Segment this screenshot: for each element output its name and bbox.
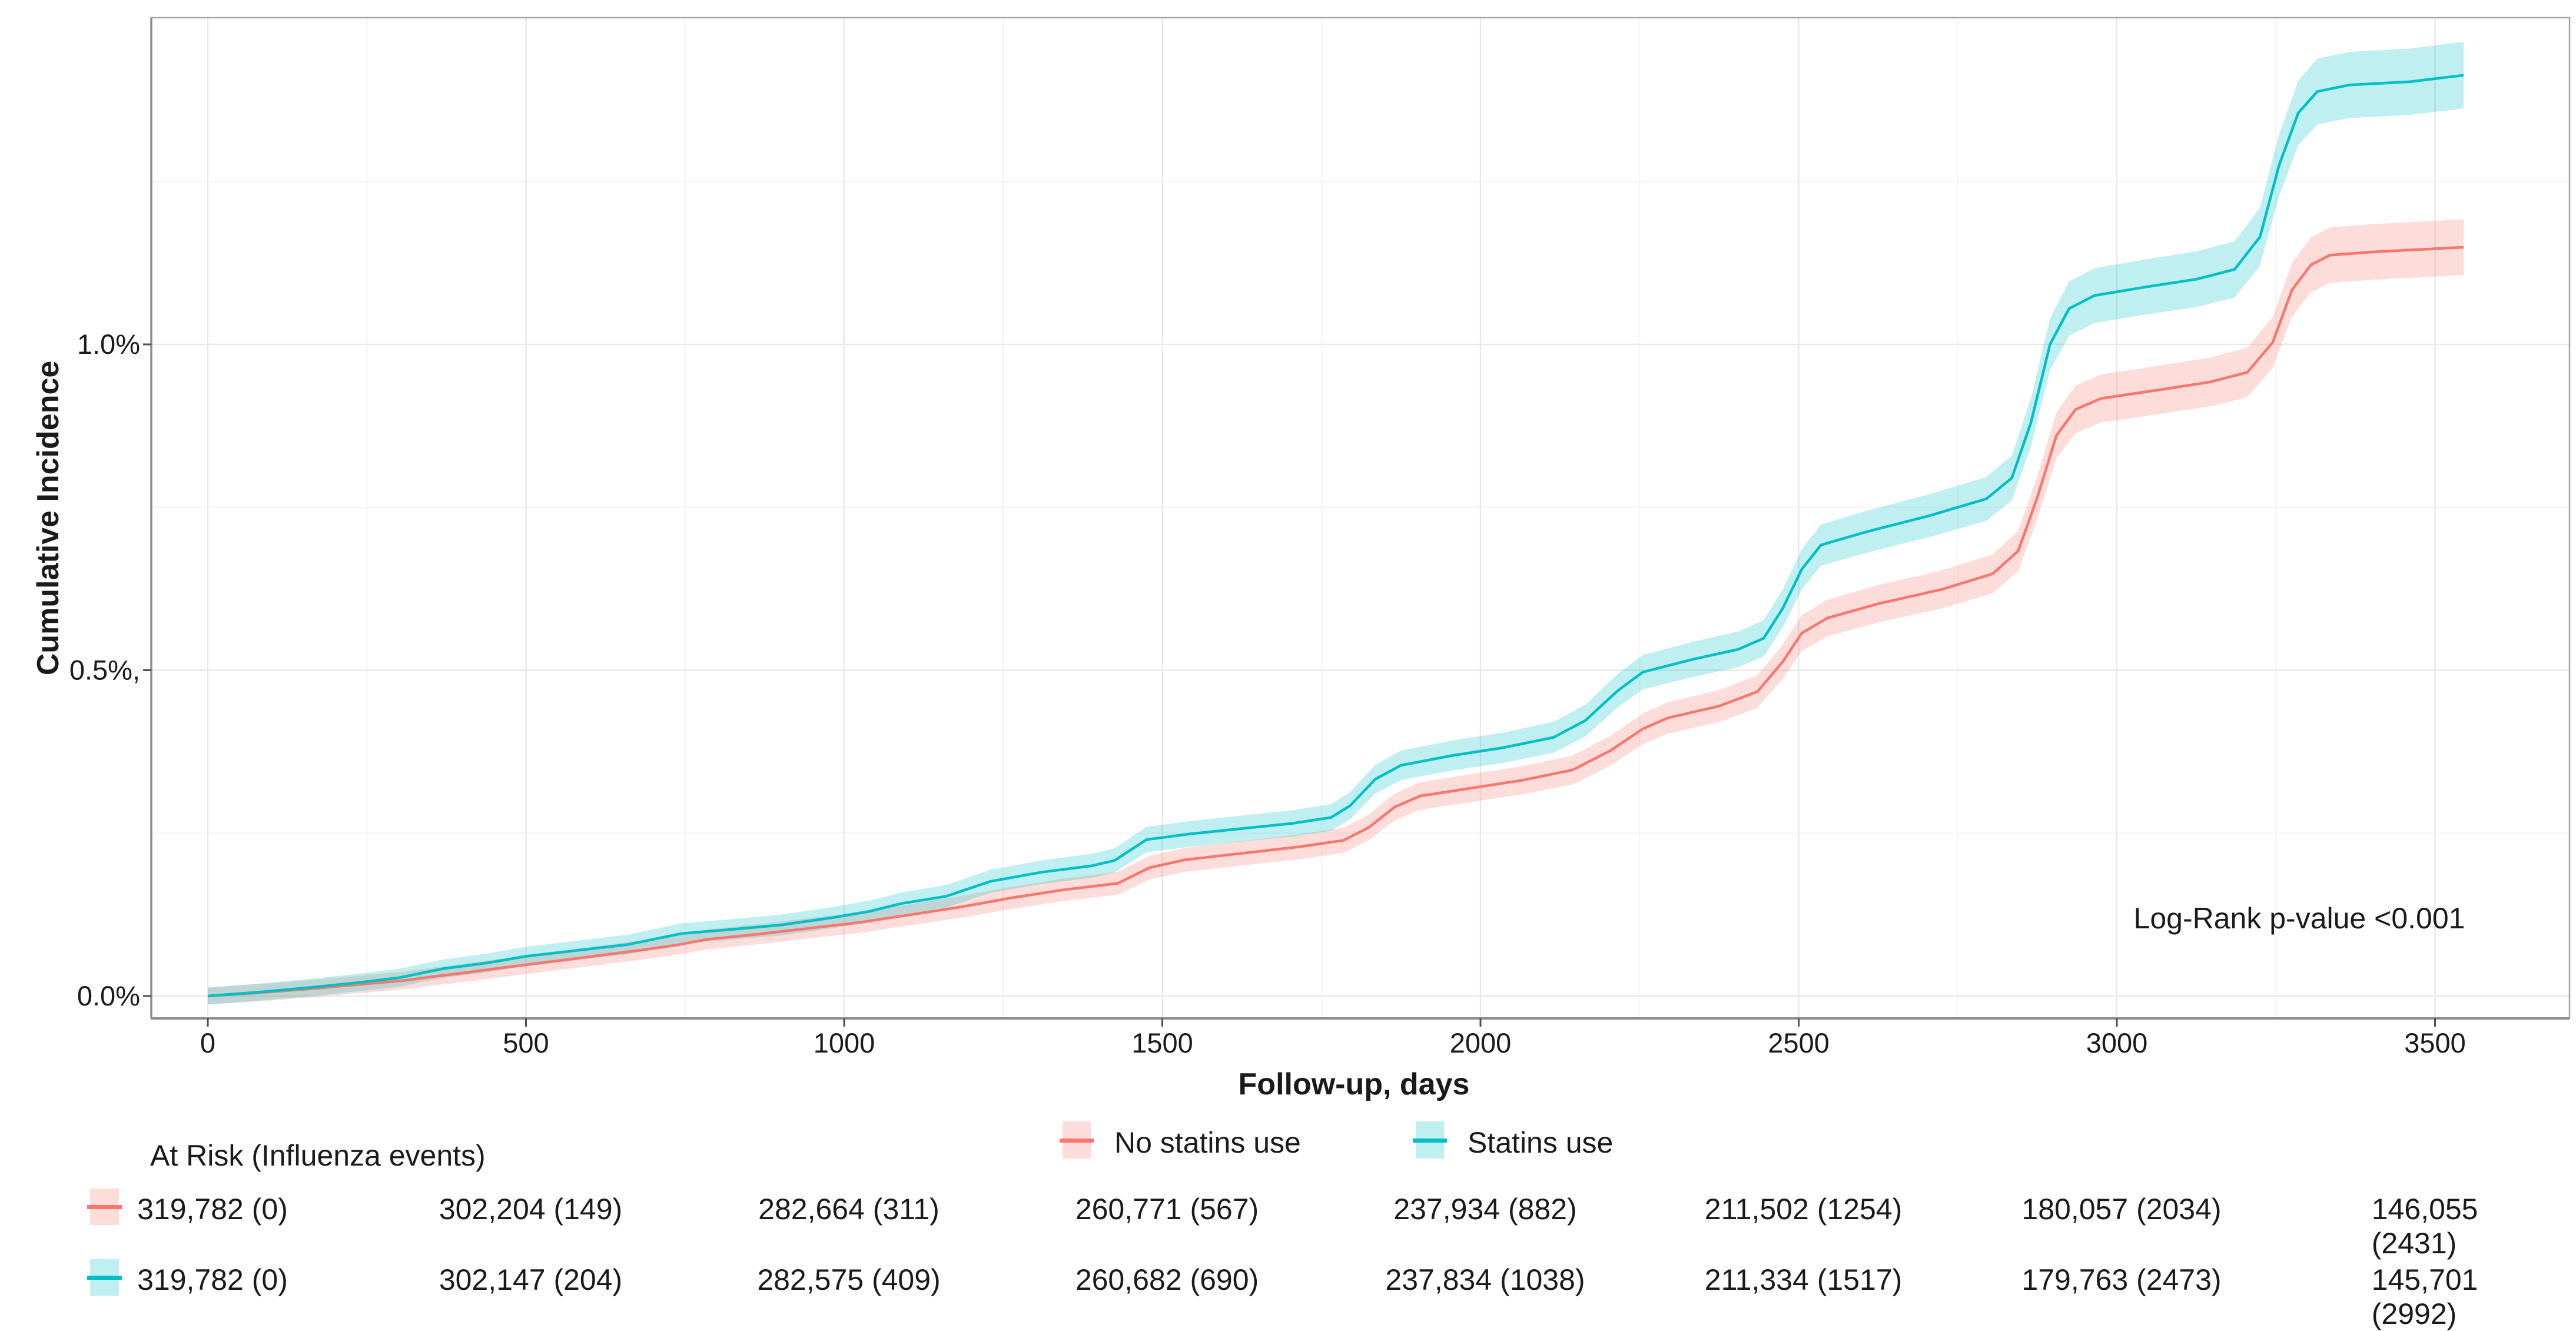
at-risk-header: At Risk (Influenza events)	[150, 1139, 486, 1172]
x-tick-label: 1000	[814, 1027, 875, 1058]
y-tick-label: 0.0%	[77, 980, 140, 1011]
at-risk-value: 237,834 (1038)	[1385, 1263, 1585, 1296]
at-risk-value: 319,782 (0)	[137, 1193, 288, 1226]
y-tick-label: 1.0%	[77, 328, 140, 360]
x-tick-label: 500	[503, 1027, 549, 1058]
at-risk-value: 146,055 (2431)	[2371, 1193, 2478, 1260]
legend-key-no-statins-use	[1060, 1121, 1094, 1159]
y-ticks: 0.0% 0.5%, 1.0%	[69, 328, 151, 1011]
x-axis-title: Follow-up, days	[1238, 1067, 1470, 1101]
log-rank-annotation: Log-Rank p-value <0.001	[2133, 902, 2465, 935]
confidence-band-no-statins-use	[208, 219, 2464, 1005]
gridlines-major	[151, 18, 2570, 1018]
gridlines-minor	[151, 18, 2570, 1018]
at-risk-line-swatch	[87, 1276, 122, 1280]
confidence-band-statins-use	[208, 42, 2464, 1005]
at-risk-value: 302,204 (149)	[439, 1193, 623, 1226]
at-risk-value: 282,575 (409)	[757, 1263, 941, 1296]
legend-key-statins-use	[1413, 1121, 1447, 1159]
at-risk-value: 145,701 (2992)	[2371, 1263, 2478, 1330]
y-axis-title: Cumulative Incidence	[31, 360, 65, 676]
x-tick-label: 3000	[2086, 1027, 2148, 1058]
at-risk-value: 302,147 (204)	[439, 1263, 623, 1296]
at-risk-value: 237,934 (882)	[1393, 1193, 1577, 1226]
legend-line-swatch	[1413, 1138, 1447, 1143]
curve-no-statins-use	[207, 245, 2464, 998]
at-risk-value: 260,682 (690)	[1075, 1263, 1259, 1296]
at-risk-value: 319,782 (0)	[137, 1263, 288, 1296]
at-risk-value: 211,502 (1254)	[1704, 1193, 1903, 1226]
at-risk-line-swatch	[87, 1205, 122, 1209]
legend-label-no-statins-use: No statins use	[1114, 1126, 1301, 1159]
at-risk-key-no-statins-use	[87, 1189, 122, 1225]
curve-statins-use	[207, 74, 2464, 998]
x-tick-label: 2500	[1768, 1027, 1830, 1058]
x-tick-label: 3500	[2404, 1027, 2466, 1058]
x-ticks: 0 500 1000 1500 2000 2500 3000 3500	[200, 1018, 2466, 1058]
x-tick-label: 0	[200, 1027, 215, 1058]
at-risk-value: 211,334 (1517)	[1704, 1263, 1903, 1296]
legend-label-statins-use: Statins use	[1468, 1126, 1614, 1159]
y-tick-label: 0.5%,	[69, 655, 140, 686]
at-risk-value: 282,664 (311)	[758, 1193, 940, 1226]
at-risk-value: 260,771 (567)	[1075, 1193, 1259, 1226]
x-tick-label: 2000	[1450, 1027, 1512, 1058]
at-risk-value: 179,763 (2473)	[2021, 1263, 2222, 1296]
legend-line-swatch	[1060, 1138, 1094, 1143]
at-risk-key-statins-use	[87, 1259, 122, 1296]
at-risk-value: 180,057 (2034)	[2021, 1193, 2222, 1226]
x-tick-label: 1500	[1131, 1027, 1193, 1058]
